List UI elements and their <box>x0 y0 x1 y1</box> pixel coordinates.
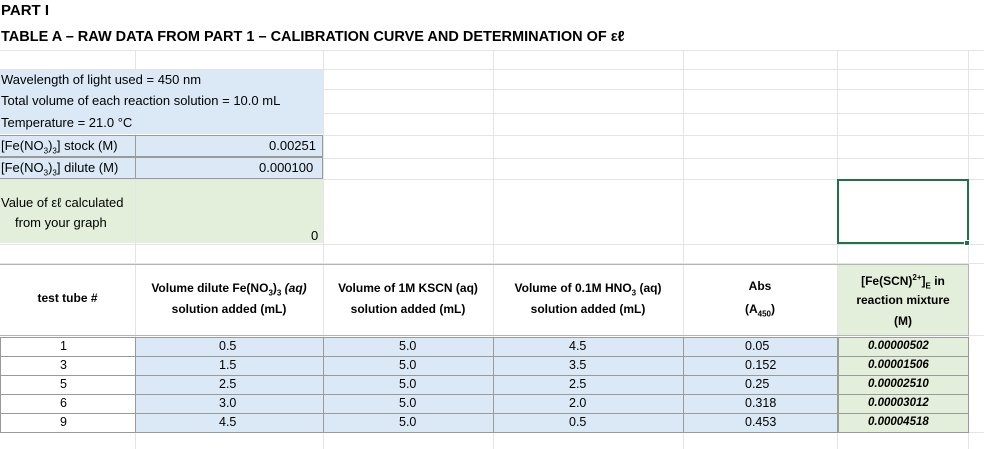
value-kscn: 5.0 <box>399 358 417 372</box>
header-abs: Abs <box>748 279 772 293</box>
stock-value-cell[interactable] <box>135 135 323 157</box>
value-hno3: 2.5 <box>569 377 587 391</box>
stock-label: [Fe(NO3)3] stock (M) <box>1 138 118 156</box>
header-fescn-line2: reaction mixture <box>856 293 950 307</box>
value-kscn: 5.0 <box>399 377 417 391</box>
wavelength-text: Wavelength of light used = 450 nm <box>1 72 202 87</box>
value-conc: 0.00001506 <box>868 359 929 371</box>
el-label-cell[interactable] <box>0 180 135 243</box>
value-fe: 0.5 <box>219 339 237 353</box>
header-fescn: [Fe(SCN)2+]E in <box>861 273 945 291</box>
value-hno3: 0.5 <box>569 415 587 429</box>
cell-abs[interactable] <box>683 413 838 433</box>
stock-value: 0.00251 <box>269 138 316 153</box>
fescn-header-cell <box>838 264 968 335</box>
header-row-border <box>0 264 969 336</box>
cell-tube[interactable] <box>0 356 136 376</box>
value-kscn: 5.0 <box>399 396 417 410</box>
dilute-value-cell[interactable] <box>135 157 323 179</box>
header-test-tube: test tube # <box>37 291 98 305</box>
header-vol-fe-line2: solution added (mL) <box>171 302 287 316</box>
cell-conc[interactable] <box>838 413 969 433</box>
value-fe: 1.5 <box>219 358 237 372</box>
volume-text: Total volume of each reaction solution =… <box>1 93 281 108</box>
value-tube: 3 <box>60 358 67 372</box>
value-hno3: 3.5 <box>569 358 587 372</box>
table-title: TABLE A – RAW DATA FROM PART 1 – CALIBRA… <box>1 29 625 45</box>
cell-hno3[interactable] <box>493 337 684 357</box>
cell-hno3[interactable] <box>493 375 684 395</box>
value-fe: 2.5 <box>219 377 237 391</box>
value-conc: 0.00004518 <box>868 416 929 428</box>
dilute-value: 0.000100 <box>259 160 314 175</box>
value-hno3: 4.5 <box>569 339 587 353</box>
header-vol-kscn: Volume of 1M KSCN (aq) <box>338 281 478 295</box>
value-tube: 9 <box>60 415 67 429</box>
header-vol-hno3-line2: solution added (mL) <box>530 302 646 316</box>
temperature-text: Temperature = 21.0 °C <box>1 115 133 130</box>
info-block-background <box>0 70 323 134</box>
header-vol-fe: Volume dilute Fe(NO3)3 (aq) <box>151 281 307 298</box>
cell-tube[interactable] <box>0 394 136 414</box>
header-abs-line2: (A450) <box>744 302 776 319</box>
part-title: PART I <box>1 2 50 19</box>
value-kscn: 5.0 <box>399 339 417 353</box>
header-vol-kscn-line2: solution added (mL) <box>350 302 466 316</box>
value-abs: 0.05 <box>745 339 770 353</box>
cell-hno3[interactable] <box>493 394 684 414</box>
dilute-label: [Fe(NO3)3] dilute (M) <box>1 160 119 178</box>
el-value-cell[interactable] <box>136 180 323 243</box>
value-abs: 0.453 <box>745 415 777 429</box>
value-abs: 0.318 <box>745 396 777 410</box>
header-vol-hno3: Volume of 0.1M HNO3 (aq) <box>514 281 662 298</box>
value-hno3: 2.0 <box>569 396 587 410</box>
el-value: 0 <box>311 228 319 243</box>
value-abs: 0.25 <box>745 377 770 391</box>
value-conc: 0.00003012 <box>868 397 929 409</box>
selected-cell[interactable] <box>837 179 969 244</box>
value-fe: 3.0 <box>219 396 237 410</box>
cell-tube[interactable] <box>0 375 136 395</box>
value-fe: 4.5 <box>219 415 237 429</box>
cell-hno3[interactable] <box>493 413 684 433</box>
value-conc: 0.00002510 <box>868 378 929 390</box>
header-fescn-line3: (M) <box>894 314 912 328</box>
value-kscn: 5.0 <box>399 415 417 429</box>
fill-handle[interactable] <box>964 240 970 246</box>
value-tube: 5 <box>60 377 67 391</box>
cell-hno3[interactable] <box>493 356 684 376</box>
cell-tube[interactable] <box>0 413 136 433</box>
value-conc: 0.00000502 <box>868 340 929 352</box>
value-tube: 6 <box>60 396 67 410</box>
value-abs: 0.152 <box>745 358 777 372</box>
el-label-line2: from your graph <box>15 215 107 230</box>
value-tube: 1 <box>60 339 67 353</box>
el-label-line1: Value of εℓ calculated <box>1 195 124 210</box>
cell-tube[interactable] <box>0 337 136 357</box>
